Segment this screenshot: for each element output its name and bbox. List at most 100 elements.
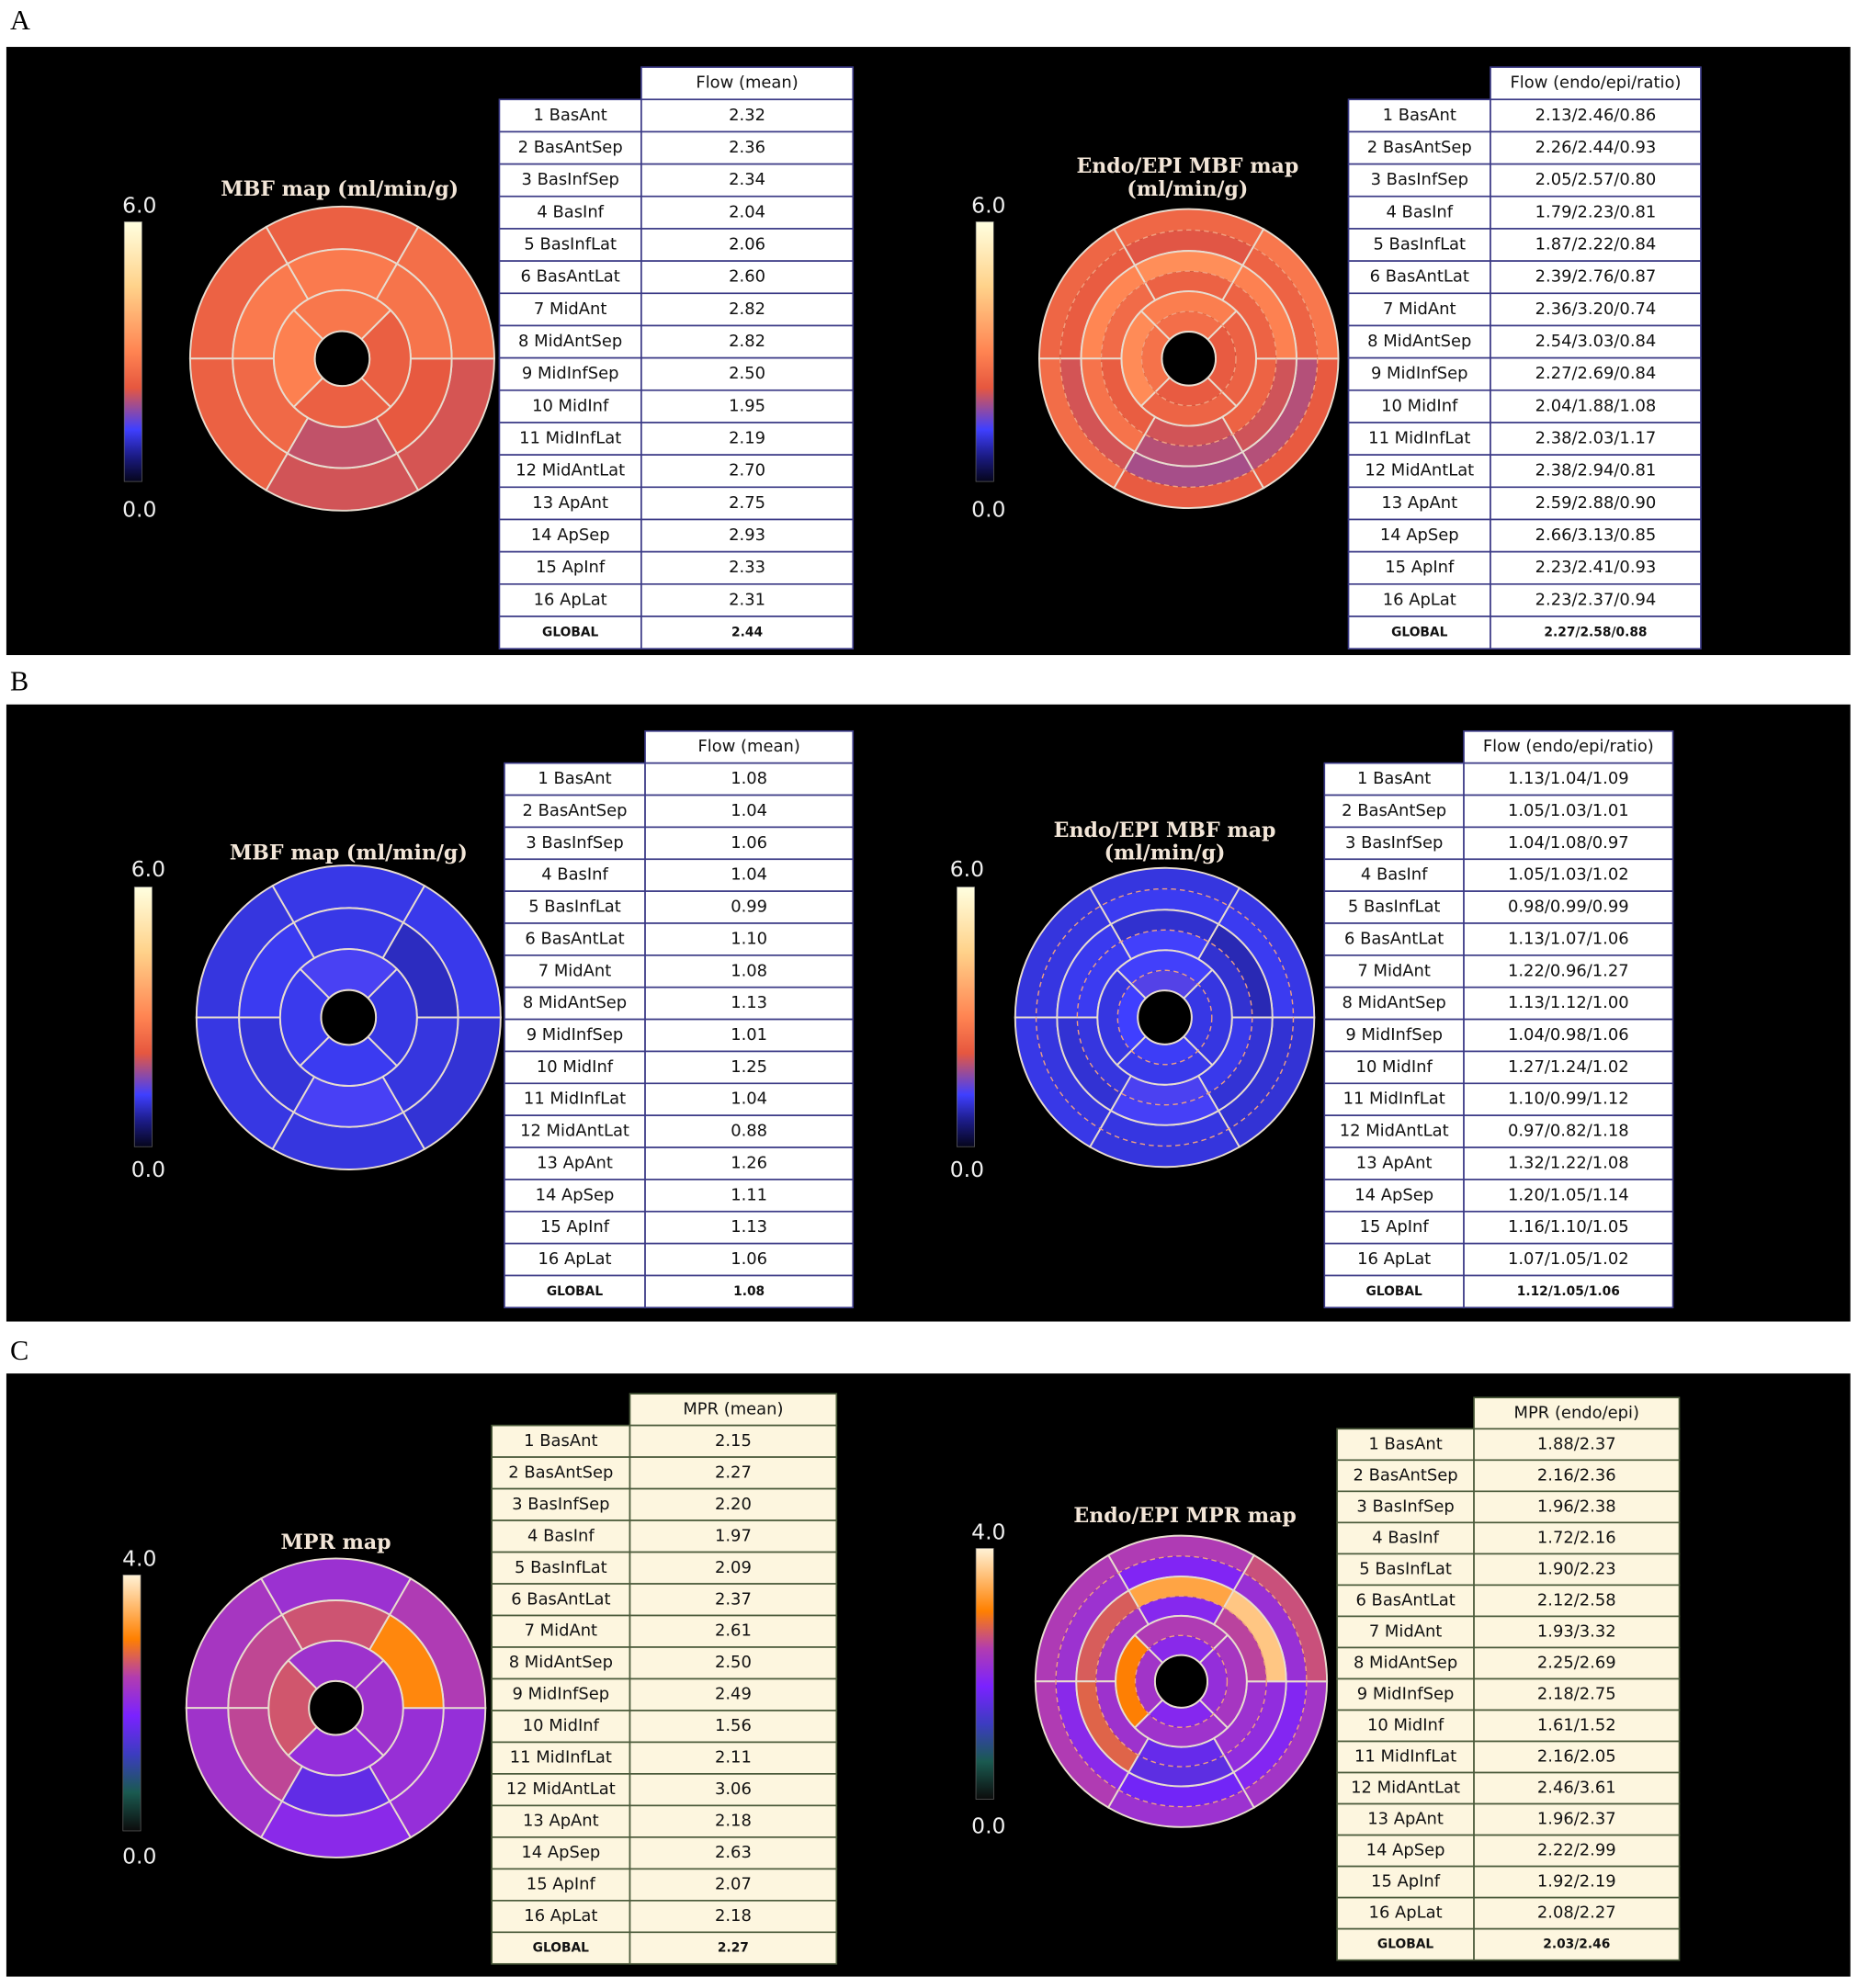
segment-value: 1.08: [731, 961, 767, 980]
cavity: [1137, 989, 1193, 1045]
table-cell: [1473, 1553, 1681, 1587]
segment-endo: [1222, 282, 1276, 359]
table-cell: [1347, 292, 1491, 327]
colorbar-max: 6.0: [971, 192, 1005, 218]
segment-name: 9 MidInfSep: [1345, 1025, 1443, 1045]
segment-name: 10 MidInf: [537, 1057, 614, 1077]
map-title: Endo/EPI MBF map: [1054, 819, 1276, 842]
segment-epi: [1114, 469, 1264, 509]
colorbar: [123, 221, 142, 482]
segment-epi: [1038, 229, 1125, 359]
segment-name: 11 MidInfLat: [1368, 429, 1470, 448]
segment-value: 1.16/1.10/1.05: [1508, 1217, 1629, 1237]
table-cell: [1323, 1050, 1465, 1085]
table-cell: [491, 1900, 631, 1934]
cavity: [1161, 331, 1218, 387]
segment-epi: [1223, 1681, 1286, 1773]
table-cell: [1347, 228, 1491, 262]
segment-endo: [1077, 1017, 1131, 1093]
segment-epi: [1221, 311, 1256, 407]
table-cell: [629, 1519, 838, 1553]
segment-value: 2.70: [729, 461, 765, 480]
segment-endo: [1095, 1681, 1149, 1756]
table-header: Flow (mean): [696, 73, 798, 93]
map-title: (ml/min/g): [1105, 842, 1226, 865]
segment-name: 11 MidInfLat: [524, 1090, 626, 1109]
table-cell: [498, 550, 642, 585]
table-cell: [1490, 486, 1702, 521]
table-header: MPR (endo/epi): [1514, 1403, 1639, 1422]
segment-name: 2 BasAntSep: [518, 138, 623, 157]
segment-endo: [1242, 358, 1318, 470]
segment-value: 1.06: [731, 1249, 767, 1269]
segment-value: 3.06: [715, 1779, 752, 1799]
segment-name: 9 MidInfSep: [527, 1025, 624, 1045]
segment-endo: [1139, 1738, 1224, 1768]
segment-name: 15 ApInf: [527, 1875, 596, 1894]
segment-value: 1.88/2.37: [1537, 1434, 1616, 1453]
segment-epi: [1035, 1681, 1119, 1808]
segment-name: 2 BasAntSep: [508, 1463, 613, 1482]
segment-endo: [1199, 1648, 1228, 1714]
table-cell: [644, 1050, 855, 1085]
table-cell: [1473, 1428, 1681, 1462]
segment-name: 10 MidInf: [1381, 396, 1458, 415]
segment-name: 9 MidInfSep: [522, 364, 619, 383]
segment-value: 2.59/2.88/0.90: [1535, 493, 1657, 513]
table-cell: [644, 1114, 855, 1148]
colorbar-min: 0.0: [122, 496, 156, 522]
table-cell: [644, 1274, 855, 1309]
segment-value: 2.34: [729, 170, 765, 189]
segment-name: 5 BasInfLat: [1359, 1559, 1452, 1578]
segment-value: 2.39/2.76/0.87: [1535, 267, 1657, 287]
table-cell: [1336, 1615, 1475, 1649]
table-cell: [1463, 1274, 1674, 1309]
segment-value: 2.06: [729, 235, 765, 254]
table-cell: [1347, 486, 1491, 521]
table-cell: [640, 486, 855, 521]
table-cell: [644, 890, 855, 924]
table-cell: [644, 1018, 855, 1053]
table-cell: [491, 1677, 631, 1711]
segment-name: 12 MidAntLat: [1365, 461, 1474, 480]
segment-name: 5 BasInfLat: [524, 235, 617, 254]
segment-epi: [1114, 209, 1264, 248]
segment-name: 4 BasInf: [541, 865, 608, 885]
segment-name: 7 MidAnt: [534, 299, 607, 319]
map-title: (ml/min/g): [1127, 177, 1248, 201]
segment-name: 12 MidAntLat: [520, 1122, 629, 1141]
segment-name: 16 ApLat: [524, 1906, 597, 1926]
segment-name: 4 BasInf: [1372, 1528, 1439, 1547]
segment-endo: [1149, 1700, 1214, 1728]
segment-name: 16 ApLat: [534, 590, 607, 609]
map-title: MPR map: [281, 1531, 391, 1554]
segment-value: 2.61: [715, 1621, 752, 1641]
global-value: 1.12/1.05/1.06: [1517, 1284, 1620, 1299]
segment-name: 7 MidAnt: [1369, 1621, 1443, 1641]
segment-endo: [1101, 282, 1156, 359]
segment-epi: [1116, 950, 1213, 985]
table-header: Flow (endo/epi/ratio): [1511, 73, 1682, 93]
colorbar: [956, 887, 975, 1147]
table-cell: [644, 1242, 855, 1277]
segment-endo: [1059, 358, 1136, 470]
segment-name: 14 ApSep: [1366, 1841, 1445, 1860]
segment-name: 13 ApAnt: [1367, 1810, 1444, 1829]
segment-epi: [1057, 924, 1121, 1018]
segment-name: 1 BasAnt: [1368, 1434, 1442, 1453]
segment-value: 1.13/1.04/1.09: [1508, 769, 1629, 788]
segment-name: 3 BasInfSep: [522, 170, 619, 189]
segment-value: 1.22/0.96/1.27: [1508, 961, 1629, 980]
segment-name: 14 ApSep: [531, 525, 610, 545]
segment-name: 1 BasAnt: [538, 769, 611, 788]
cavity: [320, 988, 378, 1046]
segment-value: 1.79/2.23/0.81: [1535, 202, 1657, 221]
colorbar: [133, 887, 153, 1147]
table-cell: [640, 292, 855, 327]
segment-epi: [1243, 1681, 1328, 1808]
segment-value: 0.99: [731, 898, 767, 917]
global-value: 2.27/2.58/0.88: [1544, 626, 1647, 640]
segment-value: 1.95: [729, 396, 765, 415]
table-cell: [1323, 1210, 1465, 1245]
segment-epi: [1140, 291, 1237, 326]
